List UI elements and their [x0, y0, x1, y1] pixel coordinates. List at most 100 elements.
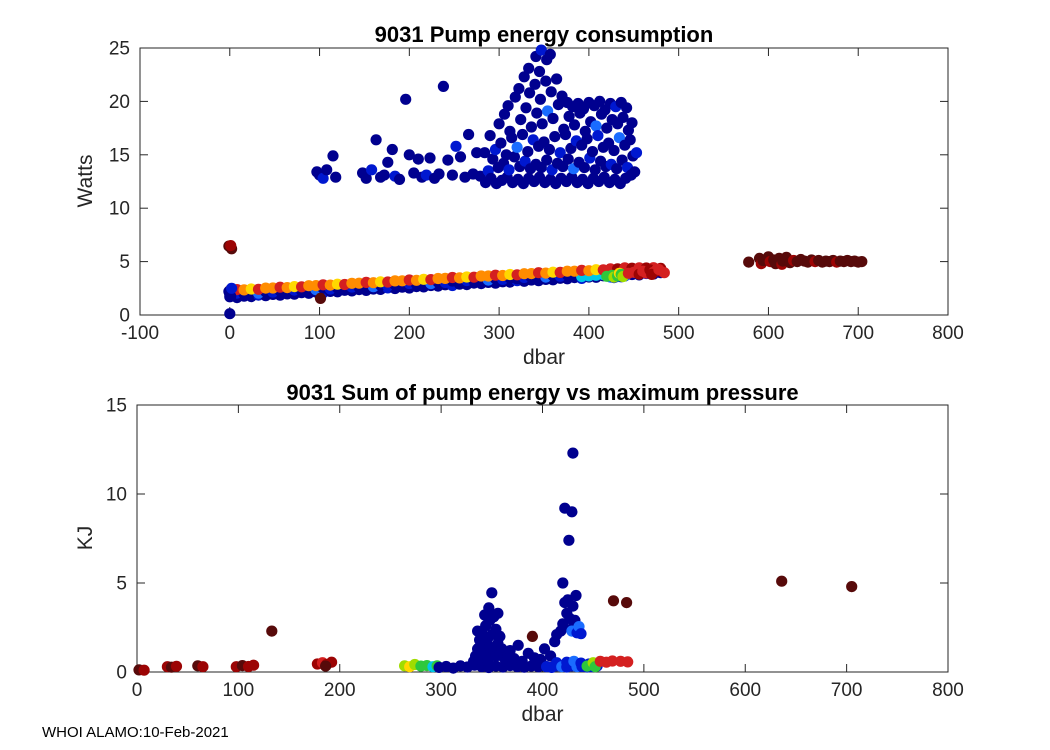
data-point	[523, 62, 535, 74]
data-point	[533, 65, 546, 78]
data-point	[594, 95, 606, 107]
data-point	[366, 164, 378, 176]
data-point	[393, 173, 406, 185]
x-tick-label: 200	[393, 323, 425, 344]
data-point	[557, 577, 569, 589]
data-point	[225, 240, 237, 252]
data-point	[607, 595, 620, 607]
data-point	[611, 163, 623, 175]
data-point	[653, 264, 665, 276]
data-point	[535, 44, 547, 56]
top-y-axis-label: Watts	[74, 154, 97, 208]
data-point	[624, 134, 636, 146]
x-tick-label: 600	[729, 680, 761, 701]
y-tick-label: 10	[106, 485, 127, 506]
data-point	[526, 630, 539, 643]
data-point	[248, 659, 260, 671]
data-point	[197, 661, 209, 673]
data-point	[578, 162, 591, 174]
y-tick-label: 25	[109, 39, 130, 60]
x-tick-label: 300	[483, 323, 515, 344]
data-point	[629, 166, 641, 178]
watermark-text: WHOI ALAMO:10-Feb-2021	[42, 724, 229, 741]
data-point	[511, 141, 523, 153]
data-point	[446, 169, 458, 181]
data-point	[626, 117, 638, 129]
data-point	[520, 102, 532, 114]
top-chart-title: 9031 Pump energy consumption	[374, 22, 714, 47]
data-point	[266, 625, 278, 637]
y-tick-label: 15	[109, 145, 130, 166]
data-point	[568, 119, 581, 131]
x-tick-label: 300	[425, 680, 457, 701]
data-point	[567, 600, 579, 612]
data-point	[486, 587, 498, 599]
data-point	[575, 628, 587, 640]
y-tick-label: 10	[109, 199, 130, 220]
data-point	[601, 122, 613, 134]
data-point	[437, 80, 449, 92]
data-point	[370, 134, 382, 146]
data-point	[224, 308, 236, 320]
data-point	[590, 120, 602, 132]
data-point	[592, 130, 604, 142]
data-point	[630, 147, 643, 159]
data-point	[524, 87, 536, 99]
data-point	[534, 93, 547, 105]
data-point	[321, 164, 333, 176]
data-point	[494, 630, 506, 643]
data-point	[622, 656, 634, 668]
data-point	[543, 143, 556, 156]
data-point	[450, 140, 462, 152]
x-tick-label: 200	[324, 680, 356, 701]
data-point	[509, 91, 521, 103]
data-point	[531, 107, 543, 119]
data-point	[776, 575, 788, 587]
y-tick-label: 5	[119, 252, 130, 273]
x-tick-label: 0	[132, 680, 143, 701]
data-point	[424, 152, 436, 164]
data-point	[484, 130, 496, 142]
x-tick-label: 100	[304, 323, 336, 344]
bottom-y-axis-label: KJ	[74, 525, 97, 551]
data-point	[502, 100, 514, 112]
x-tick-label: 800	[932, 680, 964, 701]
data-point	[606, 655, 619, 667]
data-point	[503, 164, 515, 176]
data-point	[516, 655, 528, 667]
top-x-axis-label: dbar	[522, 346, 566, 369]
data-point	[529, 78, 541, 90]
x-tick-label: 0	[224, 323, 235, 344]
x-tick-label: 400	[573, 323, 605, 344]
x-tick-label: -100	[121, 323, 159, 344]
x-tick-label: 400	[527, 680, 559, 701]
data-point	[378, 169, 390, 181]
data-point	[479, 147, 491, 159]
data-point	[400, 93, 412, 105]
data-point	[482, 655, 494, 667]
data-point	[563, 110, 575, 122]
data-point	[508, 151, 520, 163]
data-point	[433, 168, 445, 180]
data-point	[525, 121, 538, 133]
data-point	[493, 118, 505, 130]
data-point	[386, 143, 398, 156]
data-point	[412, 153, 424, 165]
data-point	[562, 153, 574, 165]
data-point	[544, 48, 556, 61]
x-tick-label: 800	[932, 323, 964, 344]
data-point	[226, 282, 238, 294]
data-point	[487, 153, 499, 165]
data-point	[170, 660, 183, 672]
data-point	[320, 660, 332, 672]
bottom-x-axis-label: dbar	[521, 703, 564, 726]
y-tick-label: 15	[106, 396, 127, 417]
data-point	[563, 534, 575, 546]
data-point	[536, 118, 548, 130]
x-tick-label: 100	[223, 680, 255, 701]
data-point	[314, 292, 327, 304]
data-point	[471, 147, 483, 159]
y-tick-label: 0	[119, 306, 130, 327]
data-point	[512, 639, 524, 651]
